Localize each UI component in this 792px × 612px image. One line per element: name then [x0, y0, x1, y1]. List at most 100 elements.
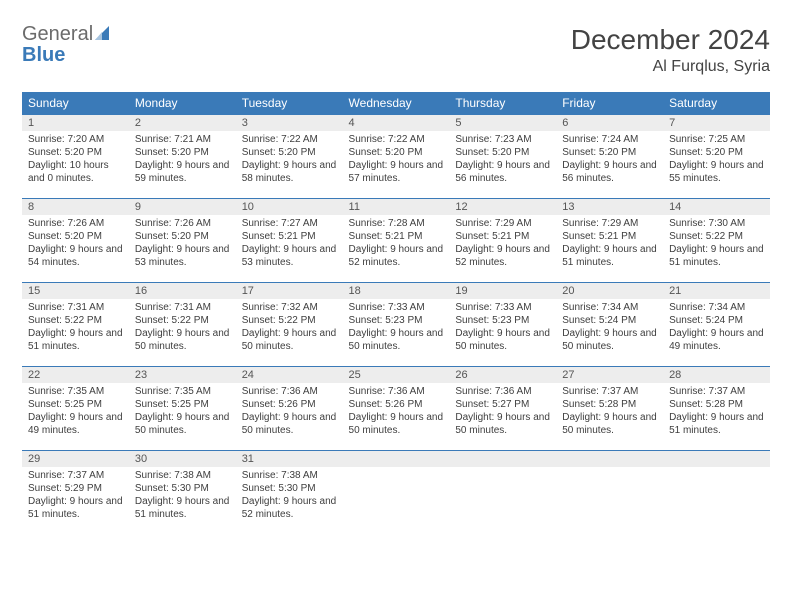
day-number: 14	[663, 198, 770, 215]
sunrise-text: Sunrise: 7:36 AM	[242, 385, 337, 398]
day-body: Sunrise: 7:36 AMSunset: 5:26 PMDaylight:…	[236, 383, 343, 443]
sunrise-text: Sunrise: 7:38 AM	[135, 469, 230, 482]
sunrise-text: Sunrise: 7:26 AM	[135, 217, 230, 230]
daylight-text: Daylight: 9 hours and 53 minutes.	[242, 243, 337, 269]
sunrise-text: Sunrise: 7:34 AM	[669, 301, 764, 314]
day-body: Sunrise: 7:23 AMSunset: 5:20 PMDaylight:…	[449, 131, 556, 191]
calendar-cell: 3Sunrise: 7:22 AMSunset: 5:20 PMDaylight…	[236, 114, 343, 198]
day-number: 13	[556, 198, 663, 215]
daylight-text: Daylight: 9 hours and 50 minutes.	[562, 327, 657, 353]
sunset-text: Sunset: 5:20 PM	[28, 230, 123, 243]
daylight-text: Daylight: 9 hours and 56 minutes.	[562, 159, 657, 185]
day-body: Sunrise: 7:33 AMSunset: 5:23 PMDaylight:…	[343, 299, 450, 359]
sunrise-text: Sunrise: 7:25 AM	[669, 133, 764, 146]
sunrise-text: Sunrise: 7:23 AM	[455, 133, 550, 146]
day-number: 1	[22, 114, 129, 131]
calendar-cell-empty	[449, 450, 556, 534]
day-number: 24	[236, 366, 343, 383]
calendar-cell: 14Sunrise: 7:30 AMSunset: 5:22 PMDayligh…	[663, 198, 770, 282]
day-number: 17	[236, 282, 343, 299]
sunrise-text: Sunrise: 7:26 AM	[28, 217, 123, 230]
title-block: December 2024 Al Furqlus, Syria	[571, 24, 770, 76]
day-body: Sunrise: 7:37 AMSunset: 5:29 PMDaylight:…	[22, 467, 129, 527]
day-body: Sunrise: 7:37 AMSunset: 5:28 PMDaylight:…	[556, 383, 663, 443]
daylight-text: Daylight: 9 hours and 51 minutes.	[669, 243, 764, 269]
sunrise-text: Sunrise: 7:31 AM	[28, 301, 123, 314]
daylight-text: Daylight: 9 hours and 50 minutes.	[349, 411, 444, 437]
daylight-text: Daylight: 9 hours and 57 minutes.	[349, 159, 444, 185]
sunset-text: Sunset: 5:21 PM	[562, 230, 657, 243]
sunrise-text: Sunrise: 7:37 AM	[562, 385, 657, 398]
calendar-cell: 16Sunrise: 7:31 AMSunset: 5:22 PMDayligh…	[129, 282, 236, 366]
day-body: Sunrise: 7:22 AMSunset: 5:20 PMDaylight:…	[343, 131, 450, 191]
daylight-text: Daylight: 9 hours and 55 minutes.	[669, 159, 764, 185]
sunrise-text: Sunrise: 7:35 AM	[28, 385, 123, 398]
sunset-text: Sunset: 5:22 PM	[669, 230, 764, 243]
sunrise-text: Sunrise: 7:37 AM	[669, 385, 764, 398]
sunset-text: Sunset: 5:23 PM	[349, 314, 444, 327]
calendar-cell: 20Sunrise: 7:34 AMSunset: 5:24 PMDayligh…	[556, 282, 663, 366]
calendar-cell: 1Sunrise: 7:20 AMSunset: 5:20 PMDaylight…	[22, 114, 129, 198]
day-number-empty	[343, 450, 450, 467]
day-body-empty	[449, 467, 556, 527]
day-body: Sunrise: 7:33 AMSunset: 5:23 PMDaylight:…	[449, 299, 556, 359]
day-body: Sunrise: 7:31 AMSunset: 5:22 PMDaylight:…	[22, 299, 129, 359]
day-body: Sunrise: 7:38 AMSunset: 5:30 PMDaylight:…	[236, 467, 343, 527]
calendar-cell: 29Sunrise: 7:37 AMSunset: 5:29 PMDayligh…	[22, 450, 129, 534]
sunset-text: Sunset: 5:23 PM	[455, 314, 550, 327]
day-number: 15	[22, 282, 129, 299]
logo-text-blue: Blue	[22, 44, 65, 66]
calendar-cell: 9Sunrise: 7:26 AMSunset: 5:20 PMDaylight…	[129, 198, 236, 282]
sunset-text: Sunset: 5:21 PM	[242, 230, 337, 243]
sunrise-text: Sunrise: 7:37 AM	[28, 469, 123, 482]
weekday-header: Monday	[129, 92, 236, 114]
daylight-text: Daylight: 9 hours and 50 minutes.	[562, 411, 657, 437]
day-body: Sunrise: 7:36 AMSunset: 5:26 PMDaylight:…	[343, 383, 450, 443]
daylight-text: Daylight: 9 hours and 51 minutes.	[669, 411, 764, 437]
day-body: Sunrise: 7:28 AMSunset: 5:21 PMDaylight:…	[343, 215, 450, 275]
sunset-text: Sunset: 5:24 PM	[562, 314, 657, 327]
sunrise-text: Sunrise: 7:29 AM	[455, 217, 550, 230]
sunset-text: Sunset: 5:28 PM	[669, 398, 764, 411]
day-number: 20	[556, 282, 663, 299]
day-number: 18	[343, 282, 450, 299]
logo-sail-icon	[95, 26, 113, 45]
sunset-text: Sunset: 5:22 PM	[135, 314, 230, 327]
day-body: Sunrise: 7:22 AMSunset: 5:20 PMDaylight:…	[236, 131, 343, 191]
day-number: 26	[449, 366, 556, 383]
daylight-text: Daylight: 9 hours and 56 minutes.	[455, 159, 550, 185]
sunrise-text: Sunrise: 7:22 AM	[349, 133, 444, 146]
daylight-text: Daylight: 9 hours and 50 minutes.	[135, 411, 230, 437]
day-body: Sunrise: 7:34 AMSunset: 5:24 PMDaylight:…	[556, 299, 663, 359]
sunset-text: Sunset: 5:20 PM	[135, 230, 230, 243]
day-body: Sunrise: 7:29 AMSunset: 5:21 PMDaylight:…	[449, 215, 556, 275]
day-number: 28	[663, 366, 770, 383]
weekday-header: Thursday	[449, 92, 556, 114]
weekday-header-row: Sunday Monday Tuesday Wednesday Thursday…	[22, 92, 770, 114]
calendar-cell: 31Sunrise: 7:38 AMSunset: 5:30 PMDayligh…	[236, 450, 343, 534]
daylight-text: Daylight: 9 hours and 58 minutes.	[242, 159, 337, 185]
day-body: Sunrise: 7:26 AMSunset: 5:20 PMDaylight:…	[129, 215, 236, 275]
day-number: 3	[236, 114, 343, 131]
sunset-text: Sunset: 5:26 PM	[349, 398, 444, 411]
calendar-cell: 22Sunrise: 7:35 AMSunset: 5:25 PMDayligh…	[22, 366, 129, 450]
day-body: Sunrise: 7:30 AMSunset: 5:22 PMDaylight:…	[663, 215, 770, 275]
day-number: 29	[22, 450, 129, 467]
day-number: 10	[236, 198, 343, 215]
weekday-header: Sunday	[22, 92, 129, 114]
day-body: Sunrise: 7:26 AMSunset: 5:20 PMDaylight:…	[22, 215, 129, 275]
calendar-cell-empty	[663, 450, 770, 534]
day-body: Sunrise: 7:32 AMSunset: 5:22 PMDaylight:…	[236, 299, 343, 359]
day-body: Sunrise: 7:31 AMSunset: 5:22 PMDaylight:…	[129, 299, 236, 359]
location: Al Furqlus, Syria	[571, 58, 770, 76]
sunrise-text: Sunrise: 7:30 AM	[669, 217, 764, 230]
calendar-cell: 12Sunrise: 7:29 AMSunset: 5:21 PMDayligh…	[449, 198, 556, 282]
day-body-empty	[556, 467, 663, 527]
daylight-text: Daylight: 9 hours and 53 minutes.	[135, 243, 230, 269]
sunset-text: Sunset: 5:22 PM	[242, 314, 337, 327]
day-number: 11	[343, 198, 450, 215]
sunset-text: Sunset: 5:26 PM	[242, 398, 337, 411]
month-title: December 2024	[571, 24, 770, 56]
sunrise-text: Sunrise: 7:38 AM	[242, 469, 337, 482]
calendar-row: 8Sunrise: 7:26 AMSunset: 5:20 PMDaylight…	[22, 198, 770, 282]
